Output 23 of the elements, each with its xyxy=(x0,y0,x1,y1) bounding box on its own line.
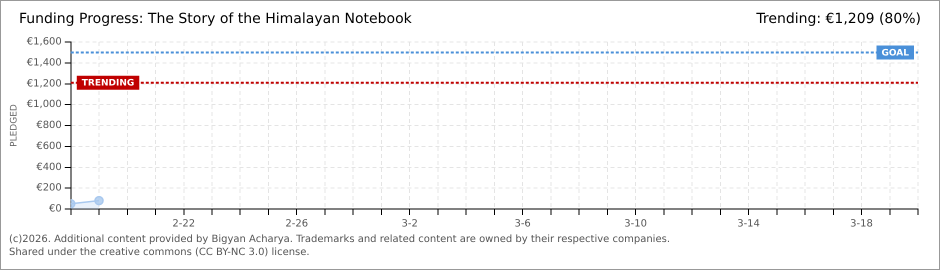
y-tick-label: €1,000 xyxy=(26,99,62,110)
text: (c)2026. Additional content provided by Bigyan Acharya. Trademarks and related content are owned by their respective companies. xyxy=(9,233,671,246)
text: Shared under the creative commons (CC BY-NC 3.0) license. xyxy=(9,246,311,259)
y-tick-label: €800 xyxy=(36,120,62,132)
y-tick-label: €200 xyxy=(36,182,62,194)
y-tick-label: €1,400 xyxy=(26,57,62,68)
x-tick-label: 3-2 xyxy=(402,218,418,230)
x-tick-label: 3-18 xyxy=(850,218,873,230)
chart-title: Funding Progress: The Story of the Himalayan Notebook xyxy=(19,11,412,29)
x-tick-label: 2-26 xyxy=(285,218,308,230)
x-tick-label: 2-22 xyxy=(172,218,196,230)
ref-line-label: TRENDING xyxy=(82,78,134,89)
x-tick-label: 3-14 xyxy=(737,218,760,230)
ref-line-label: GOAL xyxy=(882,48,910,58)
y-tick-label: €1,600 xyxy=(26,36,62,48)
chart-subtitle: Trending: €1,209 (80%) xyxy=(756,11,921,29)
y-tick-label: €0 xyxy=(49,204,62,215)
y-tick-label: €400 xyxy=(36,162,62,173)
y-tick-label: €1,200 xyxy=(26,78,62,90)
x-tick-label: 3-10 xyxy=(624,218,647,230)
y-tick-label: €600 xyxy=(36,140,62,152)
y-axis-title: PLEDGED xyxy=(10,104,20,147)
x-tick-label: 3-6 xyxy=(514,218,531,230)
